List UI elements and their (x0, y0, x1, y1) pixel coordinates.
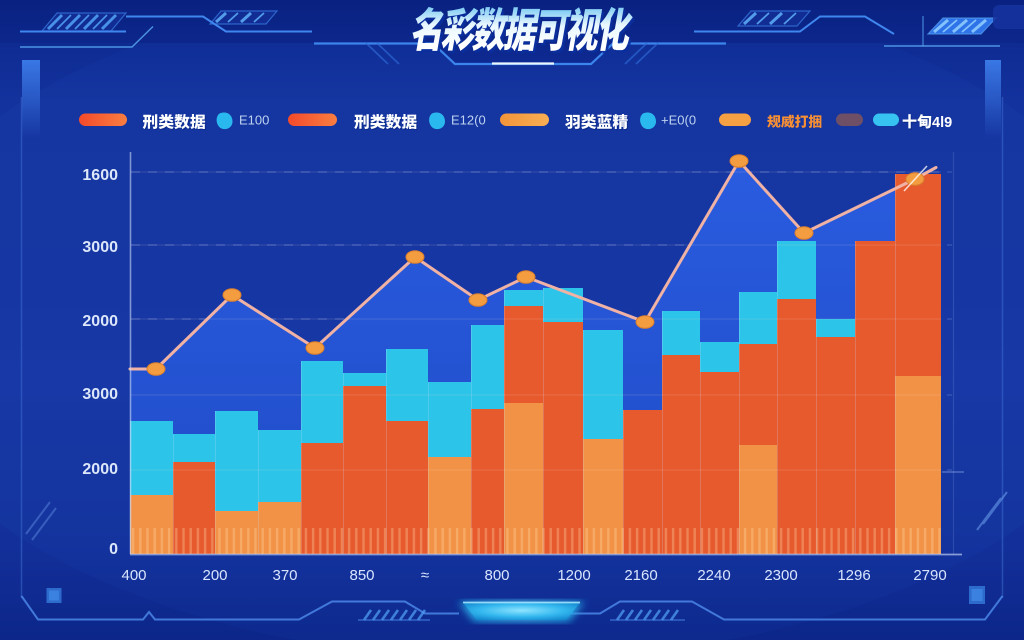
svg-text:+E0(0: +E0(0 (661, 113, 696, 128)
svg-text:≈: ≈ (421, 567, 429, 584)
svg-text:850: 850 (349, 567, 374, 584)
svg-text:1296: 1296 (837, 567, 870, 584)
svg-text:2000: 2000 (82, 313, 118, 330)
svg-text:E100: E100 (239, 113, 269, 128)
svg-text:0: 0 (109, 541, 118, 558)
svg-text:1600: 1600 (82, 167, 118, 184)
svg-text:3000: 3000 (82, 386, 118, 403)
svg-text:800: 800 (484, 567, 509, 584)
svg-text:2790: 2790 (913, 567, 946, 584)
svg-text:2000: 2000 (82, 461, 118, 478)
svg-text:370: 370 (272, 567, 297, 584)
svg-text:E12(0: E12(0 (451, 113, 486, 128)
svg-text:2240: 2240 (697, 567, 730, 584)
svg-text:2160: 2160 (624, 567, 657, 584)
svg-text:200: 200 (202, 567, 227, 584)
svg-text:4l9: 4l9 (932, 115, 952, 131)
svg-text:2300: 2300 (764, 567, 797, 584)
svg-text:3000: 3000 (82, 239, 118, 256)
svg-text:1200: 1200 (557, 567, 590, 584)
svg-text:400: 400 (121, 567, 146, 584)
